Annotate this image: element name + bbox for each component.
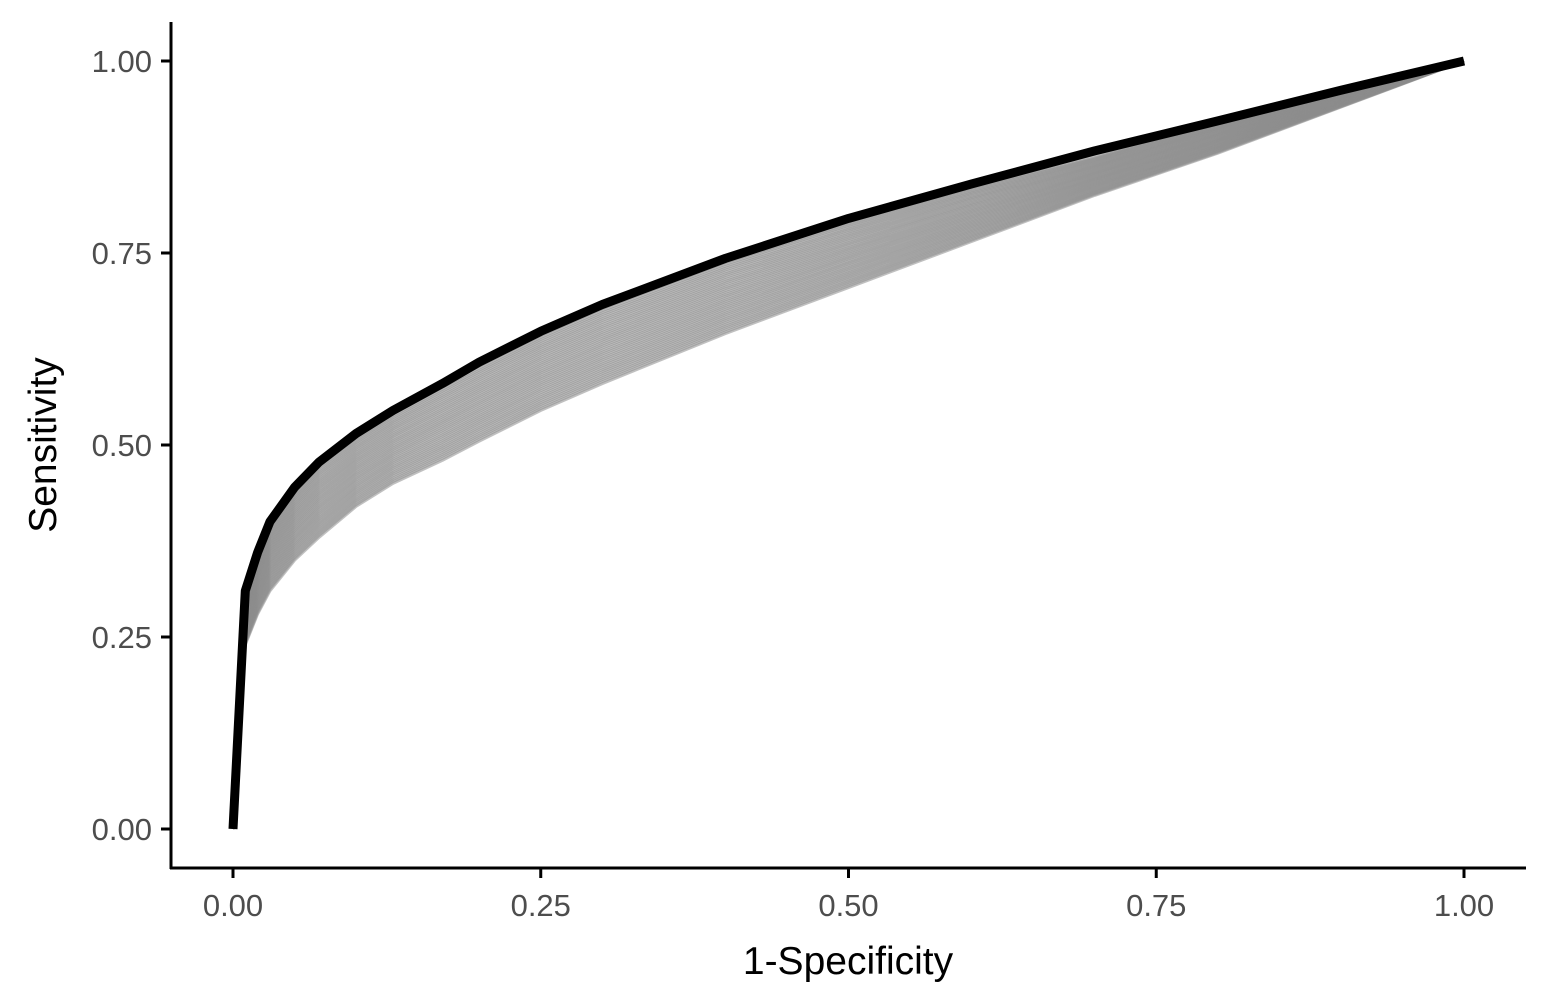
y-tick-label: 0.25 [92, 620, 152, 655]
x-tick-label: 0.50 [818, 888, 878, 923]
x-axis-ticks: 0.00 0.25 0.50 0.75 1.00 [203, 868, 1494, 923]
observed-curve-layer [228, 56, 1466, 830]
x-axis-title: 1-Specificity [743, 940, 954, 983]
observed-roc-curve [228, 56, 1466, 830]
y-axis-title: Sensitivity [22, 357, 65, 533]
y-tick-label: 1.00 [92, 44, 152, 79]
y-tick-label: 0.00 [92, 812, 152, 847]
x-tick-label: 0.00 [203, 888, 263, 923]
x-tick-label: 1.00 [1434, 888, 1494, 923]
y-tick-label: 0.75 [92, 236, 152, 271]
bootstrap-curves-layer [231, 59, 1465, 830]
y-tick-label: 0.50 [92, 428, 152, 463]
y-axis-ticks: 0.00 0.25 0.50 0.75 1.00 [92, 44, 171, 847]
x-tick-label: 0.75 [1126, 888, 1186, 923]
bootstrap-curve [231, 59, 1465, 830]
x-tick-label: 0.25 [511, 888, 571, 923]
